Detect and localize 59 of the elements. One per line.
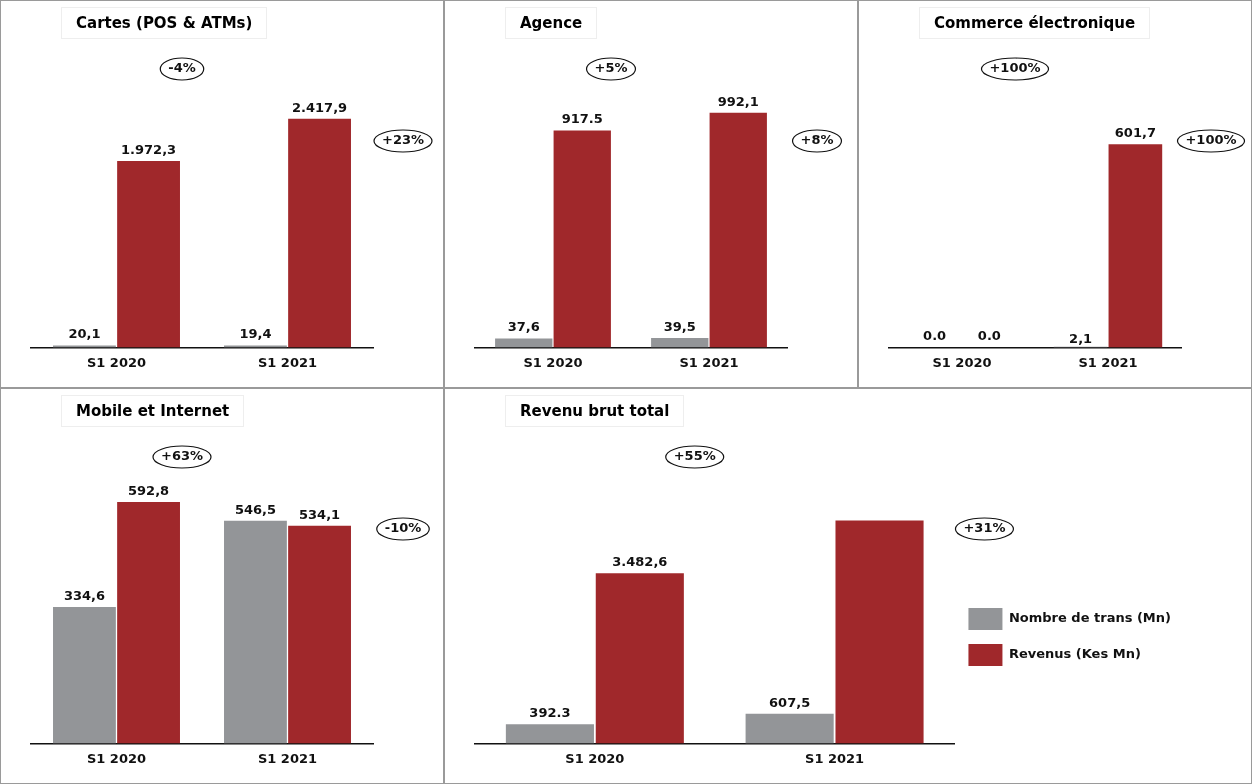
text: +100% [1185, 132, 1237, 148]
text: +100% [989, 60, 1041, 76]
data-label: 546,5 [234, 501, 276, 517]
x-tick-label: S1 2021 [805, 750, 865, 766]
bar [53, 607, 116, 744]
bar [745, 713, 834, 744]
text: +31% [963, 520, 1006, 536]
text: +8% [800, 132, 834, 148]
x-tick-label: S1 2020 [932, 354, 992, 370]
data-label: 19,4 [239, 326, 272, 342]
data-label: 3.482,6 [612, 554, 668, 570]
bar [651, 338, 709, 348]
x-tick-label: S1 2021 [1078, 354, 1138, 370]
data-label: 607,5 [769, 694, 811, 710]
annotation: 0.0 [977, 328, 1001, 344]
text: +23% [381, 132, 425, 148]
text: -10% [384, 520, 422, 536]
data-label: 601,7 [1114, 125, 1156, 141]
bar [835, 520, 924, 744]
text: +63% [160, 448, 204, 464]
x-tick-label: S1 2021 [679, 354, 739, 370]
bar [505, 724, 594, 744]
data-label: 992,1 [717, 93, 759, 109]
x-tick-label: S1 2021 [257, 354, 318, 370]
bar [288, 525, 351, 744]
x-tick-label: S1 2020 [565, 750, 625, 766]
x-tick-label: S1 2020 [523, 354, 583, 370]
data-label: 592,8 [128, 482, 170, 498]
data-label: 917.5 [561, 111, 603, 127]
x-tick-label: S1 2021 [257, 750, 318, 766]
bar [288, 118, 351, 348]
bar [595, 573, 684, 744]
data-label: 534,1 [299, 506, 341, 522]
text: +5% [594, 60, 628, 76]
bar [224, 520, 287, 744]
data-label: 334,6 [63, 587, 105, 603]
text: -4% [168, 60, 196, 76]
bar [709, 112, 767, 348]
data-label: 1.972,3 [121, 141, 177, 157]
chart-title: Cartes (POS & ATMs) [61, 7, 268, 39]
chart-title: Agence [505, 7, 598, 39]
bar [117, 160, 180, 348]
data-label: 39,5 [663, 318, 696, 334]
legend-label: Nombre de trans (Mn) [1008, 610, 1172, 626]
data-label: 37,6 [507, 319, 540, 335]
data-label: 2.417,9 [292, 99, 348, 115]
x-tick-label: S1 2020 [86, 750, 147, 766]
bar [553, 130, 611, 348]
chart-title: Commerce électronique [919, 7, 1151, 39]
x-tick-label: S1 2020 [86, 354, 147, 370]
annotation: 0.0 [923, 328, 947, 344]
chart-title: Revenu brut total [505, 395, 685, 427]
data-label: 392.3 [529, 705, 571, 721]
bar [117, 501, 180, 744]
text: +55% [673, 448, 716, 464]
legend-label: Revenus (Kes Mn) [1008, 646, 1141, 662]
chart-title: Mobile et Internet [61, 395, 245, 427]
data-label: 20,1 [68, 326, 101, 342]
data-label: 2,1 [1069, 330, 1093, 346]
